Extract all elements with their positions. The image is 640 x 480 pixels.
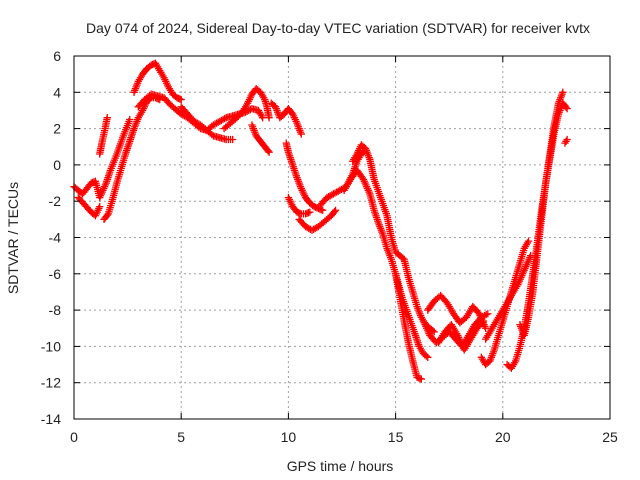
x-tick-label: 15 (388, 429, 404, 445)
x-tick-label: 0 (70, 429, 78, 445)
x-tick-label: 25 (602, 429, 618, 445)
data-point (331, 206, 340, 214)
data-point (563, 135, 571, 144)
y-tick-label: -6 (49, 266, 62, 282)
data-point (96, 202, 104, 211)
data-point (563, 104, 571, 113)
data-point (484, 310, 492, 318)
x-axis-label: GPS time / hours (287, 458, 394, 474)
data-point (259, 114, 267, 122)
y-tick-label: -14 (41, 411, 61, 427)
data-point (417, 375, 425, 383)
data-point (177, 95, 185, 104)
data-points (70, 59, 571, 383)
y-tick-label: 0 (53, 157, 61, 173)
data-point (126, 115, 134, 124)
data-point (265, 114, 273, 122)
data-point (479, 317, 488, 325)
y-tick-label: 2 (53, 121, 61, 137)
y-axis-label: SDTVAR / TECUs (5, 182, 21, 294)
data-point (265, 148, 273, 156)
y-tick-label: -2 (49, 193, 62, 209)
data-point (524, 237, 533, 245)
grid-lines (74, 56, 610, 419)
data-point (559, 88, 567, 96)
x-tick-label: 10 (281, 429, 297, 445)
data-point (297, 130, 305, 138)
y-tick-label: -8 (49, 302, 62, 318)
data-point (424, 353, 432, 361)
y-tick-label: 6 (53, 48, 61, 64)
data-point (103, 114, 111, 122)
data-point (306, 208, 314, 216)
data-point (430, 328, 438, 336)
y-tick-label: -4 (49, 230, 62, 246)
axis-ticks: 0 5 10 15 20 25 -14 -12 -10 -8 -6 -4 -2 0 2 4 6 (41, 48, 618, 445)
chart-title: Day 074 of 2024, Sidereal Day-to-day VTE… (86, 20, 590, 36)
data-point (319, 206, 327, 214)
x-tick-label: 20 (495, 429, 511, 445)
y-tick-label: -10 (41, 338, 61, 354)
y-tick-label: -12 (41, 375, 61, 391)
y-tick-label: 4 (53, 84, 61, 100)
data-point (481, 324, 490, 332)
x-tick-label: 5 (177, 429, 185, 445)
data-point (229, 135, 237, 144)
